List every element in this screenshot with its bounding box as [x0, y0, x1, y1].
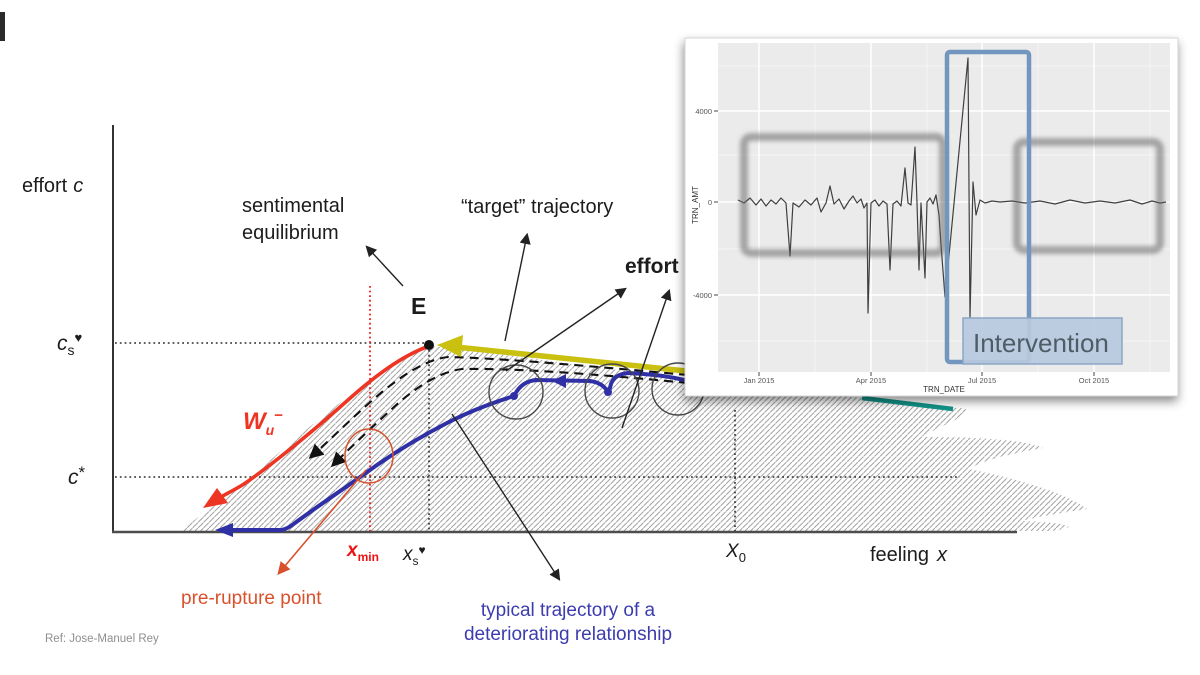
trajectory-circle-1 [488, 364, 544, 420]
red-arrowhead [203, 488, 228, 508]
x-tick-oct: Oct 2015 [1079, 376, 1109, 385]
typical-trajectory-label-line2: deteriorating relationship [464, 624, 672, 645]
effort-callout-arrow-2 [621, 288, 672, 429]
effort-callout-arrow-1 [505, 287, 627, 372]
x-tick-jul: Jul 2015 [968, 376, 996, 385]
y-axis-label: effort c [22, 175, 83, 197]
equilibrium-callout-arrow [365, 245, 404, 287]
reference-credit: Ref: Jose-Manuel Rey [45, 633, 159, 645]
inset-series [737, 57, 1167, 319]
pre-rupture-label: pre-rupture point [181, 588, 322, 609]
blue-trajectory-descent [226, 394, 516, 532]
equilibrium-dot [424, 340, 434, 350]
yellow-target-arrow [455, 344, 687, 374]
trajectory-circle-2 [584, 363, 640, 419]
y-tick-0: 0 [708, 198, 712, 207]
target-callout-arrow [504, 232, 531, 342]
pre-rupture-callout-arrow [277, 469, 367, 575]
dashed-trajectory-lower [330, 367, 689, 468]
x-axis-label: feeling x [870, 544, 948, 566]
red-manifold-curve [220, 344, 430, 499]
slide-corner-artifact [0, 12, 5, 41]
relationship-diagram: effort c feeling x cs♥ c* xmin xs♥ X0 sent… [0, 12, 1087, 645]
target-trajectory-label: “target” trajectory [461, 196, 613, 218]
cs-tick-label: cs♥ [57, 330, 83, 358]
equilibrium-label-line1: sentimental [242, 195, 344, 217]
yellow-arrowhead [437, 335, 463, 357]
highlight-box-pre [740, 133, 947, 257]
pre-rupture-circle [344, 428, 394, 484]
inset-x-axis-title: TRN_DATE [923, 385, 965, 394]
xs-tick-label: xs♥ [402, 543, 426, 568]
effort-label: effort [625, 255, 679, 278]
xmin-tick-label: xmin [346, 540, 379, 564]
dashed-trajectory-upper [308, 355, 689, 459]
intervention-label-box [962, 317, 1123, 365]
x-tick-apr: Apr 2015 [856, 376, 886, 385]
typical-trajectory-label-line1: typical trajectory of a [481, 600, 656, 621]
hatched-region [180, 346, 1087, 531]
x-tick-jan: Jan 2015 [744, 376, 775, 385]
cstar-tick-label: c* [68, 463, 86, 489]
intervention-chart-card: Intervention 4000 0 -4000 Jan 2015 Apr 2… [684, 37, 1179, 397]
highlight-box-post [1013, 138, 1164, 254]
typical-trajectory-callout-arrow [451, 413, 561, 581]
x0-tick-label: X0 [725, 541, 746, 565]
inset-y-axis-title: TRN_AMT [691, 186, 700, 224]
teal-boundary-segment [861, 395, 954, 412]
y-tick-neg4000: -4000 [693, 291, 712, 300]
intervention-label: Intervention [973, 328, 1109, 358]
y-tick-4000: 4000 [695, 107, 712, 116]
manifold-label: Wu− [243, 407, 283, 438]
equilibrium-point-label: E [411, 293, 426, 319]
blue-mid-arrowhead [552, 374, 566, 388]
blue-end-arrowhead [215, 523, 233, 537]
equilibrium-label-line2: equilibrium [242, 222, 339, 244]
axis-tick-marks [714, 110, 1095, 376]
